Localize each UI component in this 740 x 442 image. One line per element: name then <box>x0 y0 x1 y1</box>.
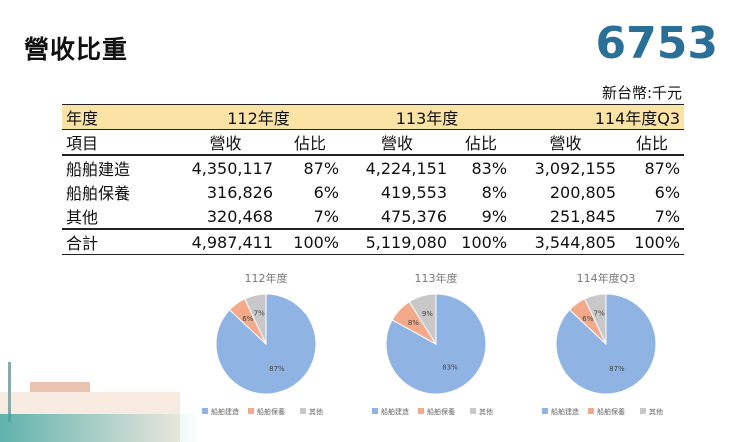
pie-chart-114q3: 114年度Q3 87% 6% 7% 船舶建造 船舶保養 其他 <box>522 268 690 428</box>
cell: 100% <box>451 228 512 255</box>
cell: 7% <box>313 206 340 226</box>
legend-label: 船舶建造 <box>381 407 409 416</box>
legend-swatch <box>372 408 378 414</box>
legend-label: 船舶保養 <box>597 407 625 416</box>
cell: 7% <box>654 206 681 226</box>
cell: 475,376 <box>380 206 448 226</box>
cell: 5,119,080 <box>343 228 452 255</box>
legend-label: 船舶建造 <box>551 407 579 416</box>
currency-unit: 新台幣:千元 <box>601 84 682 102</box>
pie-slice <box>584 293 607 345</box>
cell: 8% <box>481 182 508 202</box>
cell: 9% <box>481 206 508 226</box>
cell: 87% <box>303 158 340 178</box>
legend-label: 其他 <box>649 407 663 416</box>
legend-swatch <box>470 408 476 414</box>
pie-data-label: 9% <box>422 310 433 318</box>
legend-label: 船舶保養 <box>257 407 285 416</box>
cell: 87% <box>644 158 681 178</box>
pie-data-label: 87% <box>269 365 285 373</box>
pie-slice <box>408 293 437 346</box>
cell: 6% <box>313 182 340 202</box>
cell: 83% <box>471 158 508 178</box>
cell: 3,092,155 <box>534 158 617 178</box>
pie-data-label: 83% <box>442 364 458 372</box>
legend-label: 其他 <box>309 407 323 416</box>
row-item: 船舶建造 <box>66 160 131 179</box>
table-row: 其他 320,468 7% 475,376 9% 251,845 7% <box>62 204 684 229</box>
decorative-harbor-illustration <box>0 362 200 442</box>
page-title: 營收比重 <box>24 35 129 64</box>
cell: 316,826 <box>206 182 273 202</box>
legend-label: 船舶建造 <box>211 407 239 416</box>
revenue-header: 營收 <box>174 129 277 156</box>
legend-swatch <box>588 408 594 414</box>
legend-swatch <box>248 408 254 414</box>
cell: 320,468 <box>206 206 273 226</box>
share-header: 佔比 <box>620 129 685 156</box>
share-header: 佔比 <box>451 129 512 156</box>
cell: 100% <box>620 228 685 255</box>
cell: 200,805 <box>549 182 617 202</box>
row-item: 合計 <box>62 228 174 255</box>
legend-swatch <box>418 408 424 414</box>
cell: 6% <box>654 182 681 202</box>
item-header: 項目 <box>62 129 174 156</box>
pie-title: 112年度 <box>245 271 288 285</box>
legend-swatch <box>640 408 646 414</box>
total-row: 合計 4,987,411 100% 5,119,080 100% 3,544,8… <box>62 228 685 255</box>
pie-data-label: 6% <box>242 315 253 323</box>
cell: 419,553 <box>380 182 448 202</box>
cell: 4,350,117 <box>191 158 273 178</box>
row-item: 船舶保養 <box>66 184 131 203</box>
legend-swatch <box>542 408 548 414</box>
column-header-row: 項目 營收 佔比 營收 佔比 營收 佔比 <box>62 129 685 156</box>
pie-chart-113: 113年度 83% 8% 9% 船舶建造 船舶保養 其他 <box>352 268 520 428</box>
cell: 4,224,151 <box>365 158 448 178</box>
pie-title: 114年度Q3 <box>577 271 636 285</box>
table-row: 船舶保養 316,826 6% 419,553 8% 200,805 6% <box>62 180 684 204</box>
pie-chart-112: 112年度 87% 6% 7% 船舶建造 船舶保養 其他 <box>182 268 350 428</box>
legend-swatch <box>300 408 306 414</box>
cell: 4,987,411 <box>174 228 277 255</box>
year-113: 113年度 <box>343 104 512 130</box>
pie-data-label: 7% <box>594 310 605 318</box>
revenue-header: 營收 <box>343 129 452 156</box>
year-112: 112年度 <box>174 104 344 130</box>
cell: 251,845 <box>549 206 617 226</box>
pie-data-label: 7% <box>254 310 265 318</box>
cell: 100% <box>277 228 344 255</box>
revenue-header: 營收 <box>511 129 621 156</box>
share-header: 佔比 <box>277 129 344 156</box>
pie-title: 113年度 <box>415 271 458 285</box>
stock-code: 6753 <box>595 18 718 69</box>
year-114q3: 114年度Q3 <box>511 104 685 130</box>
row-item: 其他 <box>66 208 99 227</box>
pie-data-label: 87% <box>609 365 625 373</box>
pie-svg: 114年度Q3 87% 6%7% 船舶建造 船舶保養 其他 <box>542 271 663 416</box>
pie-svg: 112年度 87% 6%7% 船舶建造 船舶保養 其他 <box>202 271 323 416</box>
year-label: 年度 <box>62 104 174 130</box>
pie-data-label: 8% <box>408 319 419 327</box>
year-header-row: 年度 112年度 113年度 114年度Q3 <box>62 104 685 130</box>
pie-slice <box>244 293 267 345</box>
table-row: 船舶建造 4,350,117 87% 4,224,151 83% 3,092,1… <box>62 155 684 180</box>
revenue-table: 年度 112年度 113年度 114年度Q3 項目 營收 佔比 營收 佔比 營收… <box>62 104 685 255</box>
legend-label: 其他 <box>479 407 493 416</box>
legend-label: 船舶保養 <box>427 407 455 416</box>
pie-svg: 113年度 83% 8%9% 船舶建造 船舶保養 其他 <box>372 271 493 416</box>
pie-data-label: 6% <box>582 315 593 323</box>
cell: 3,544,805 <box>511 228 621 255</box>
legend-swatch <box>202 408 208 414</box>
